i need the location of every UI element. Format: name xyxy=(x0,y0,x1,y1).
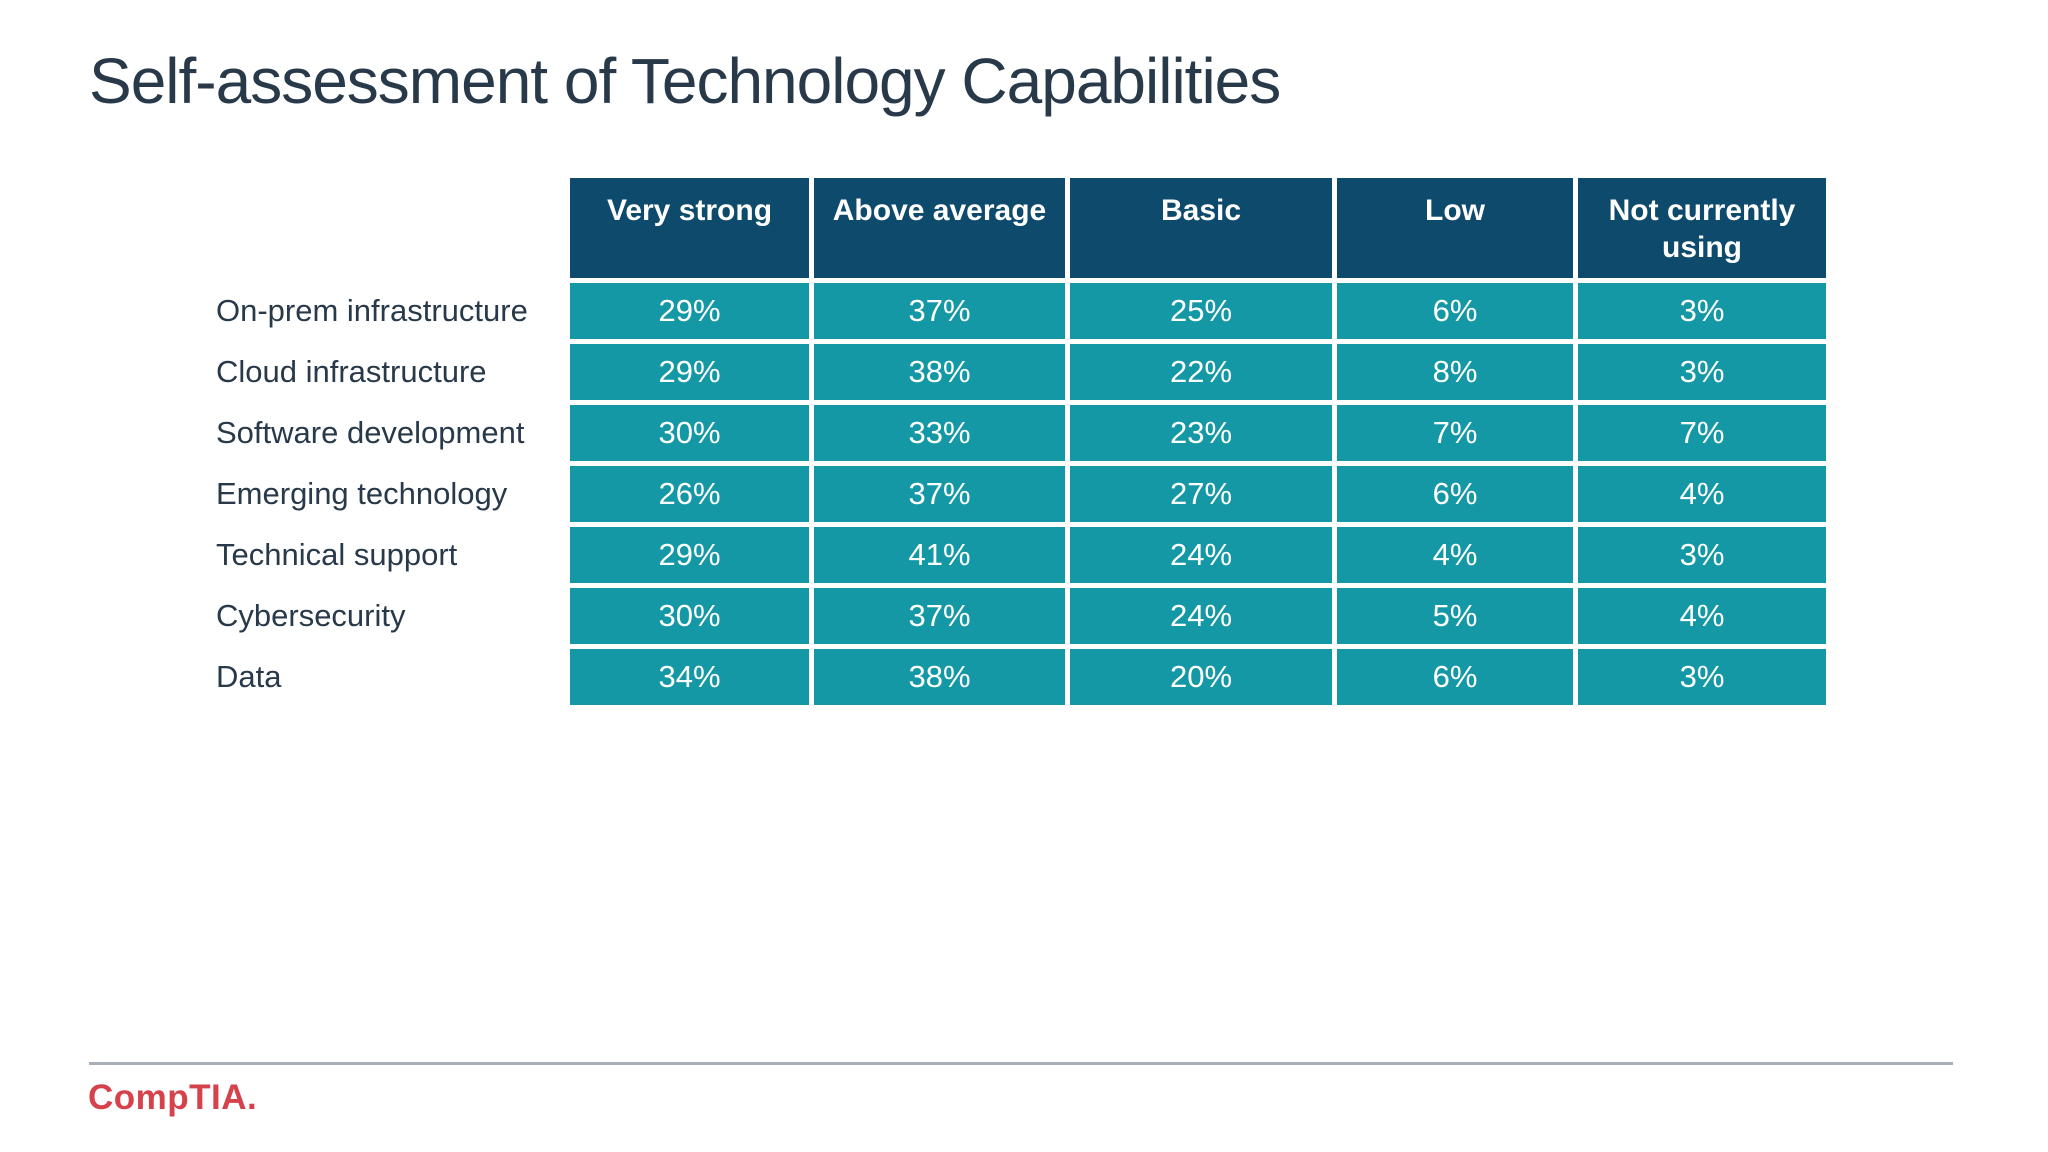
table-cell: 5% xyxy=(1337,588,1573,644)
table-cell: 3% xyxy=(1578,283,1826,339)
column-header: Very strong xyxy=(570,178,809,278)
table-cell: 3% xyxy=(1578,649,1826,705)
row-label: Software development xyxy=(216,415,525,450)
table-cell: 34% xyxy=(570,649,809,705)
table-cell: 22% xyxy=(1070,344,1332,400)
footer-divider xyxy=(89,1062,1953,1065)
table-cell: 38% xyxy=(814,649,1065,705)
table-cell: 6% xyxy=(1337,649,1573,705)
table-cell: 4% xyxy=(1578,466,1826,522)
row-label: Data xyxy=(216,659,282,694)
table-cell: 26% xyxy=(570,466,809,522)
table-cell: 23% xyxy=(1070,405,1332,461)
comptia-logo: CompTIA. xyxy=(88,1078,258,1117)
table-cell: 37% xyxy=(814,283,1065,339)
table-cell: 37% xyxy=(814,466,1065,522)
column-header: Not currently using xyxy=(1578,178,1826,278)
capabilities-table: Very strong Above average Basic Low Not curr… xyxy=(216,178,1826,705)
table-cell: 37% xyxy=(814,588,1065,644)
row-label: On-prem infrastructure xyxy=(216,293,528,328)
table-cell: 7% xyxy=(1578,405,1826,461)
table-cell: 29% xyxy=(570,344,809,400)
row-label: Technical support xyxy=(216,537,458,572)
table-cell: 6% xyxy=(1337,283,1573,339)
table-cell: 29% xyxy=(570,283,809,339)
table-cell: 4% xyxy=(1337,527,1573,583)
row-label: Cybersecurity xyxy=(216,598,406,633)
table-cell: 7% xyxy=(1337,405,1573,461)
table-cell: 25% xyxy=(1070,283,1332,339)
table-corner-spacer xyxy=(216,178,565,278)
column-header: Low xyxy=(1337,178,1573,278)
page-title: Self-assessment of Technology Capabiliti… xyxy=(89,45,1281,117)
table-cell: 3% xyxy=(1578,527,1826,583)
column-header: Basic xyxy=(1070,178,1332,278)
table-cell: 38% xyxy=(814,344,1065,400)
table-cell: 4% xyxy=(1578,588,1826,644)
row-label: Cloud infrastructure xyxy=(216,354,487,389)
table-cell: 8% xyxy=(1337,344,1573,400)
table-cell: 24% xyxy=(1070,527,1332,583)
table-cell: 24% xyxy=(1070,588,1332,644)
table-cell: 30% xyxy=(570,588,809,644)
table-cell: 33% xyxy=(814,405,1065,461)
table-cell: 41% xyxy=(814,527,1065,583)
table-cell: 6% xyxy=(1337,466,1573,522)
column-header: Above average xyxy=(814,178,1065,278)
row-label: Emerging technology xyxy=(216,476,508,511)
table-cell: 30% xyxy=(570,405,809,461)
table-cell: 27% xyxy=(1070,466,1332,522)
table-cell: 3% xyxy=(1578,344,1826,400)
table-cell: 20% xyxy=(1070,649,1332,705)
table-cell: 29% xyxy=(570,527,809,583)
